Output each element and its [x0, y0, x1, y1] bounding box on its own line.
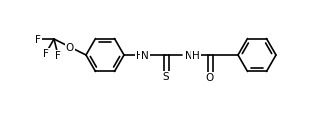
Text: H: H — [136, 51, 144, 61]
Text: H: H — [192, 51, 200, 61]
Text: S: S — [163, 72, 169, 82]
Text: O: O — [66, 43, 74, 53]
Text: F: F — [55, 51, 61, 61]
Text: F: F — [43, 49, 49, 59]
Text: N: N — [185, 51, 193, 61]
Text: N: N — [141, 51, 149, 61]
Text: O: O — [206, 73, 214, 83]
Text: F: F — [35, 35, 41, 45]
